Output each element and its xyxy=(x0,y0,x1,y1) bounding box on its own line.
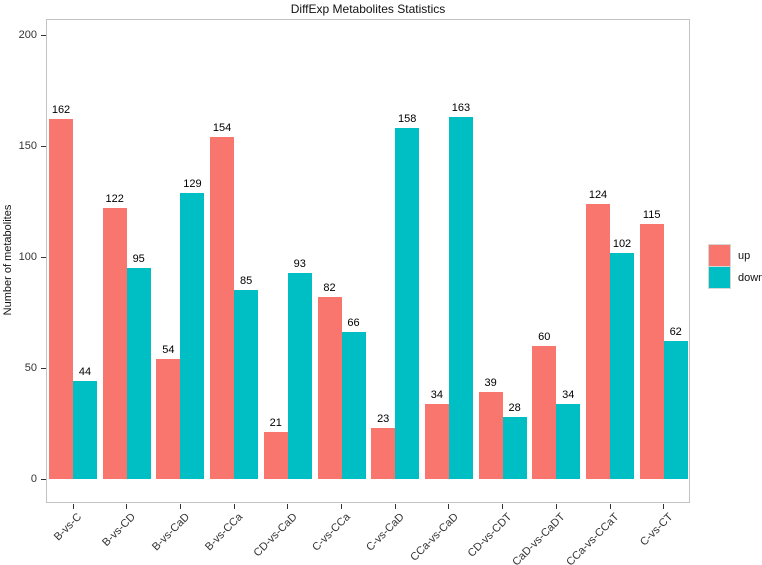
x-tick-label: C-vs-CCa xyxy=(310,511,353,554)
bar-down-B-vs-CD xyxy=(126,268,151,479)
y-tick-mark xyxy=(41,34,46,36)
x-tick-mark xyxy=(287,504,289,509)
bar-value-label: 158 xyxy=(398,113,417,126)
bar-value-label: 95 xyxy=(132,253,145,266)
y-axis-title: Number of metabolites xyxy=(2,204,14,316)
bar-up-CCa-vs-CCaT xyxy=(586,203,610,479)
bar-up-CD-vs-CaD xyxy=(263,432,288,479)
x-tick-mark xyxy=(341,504,342,509)
bar-down-C-vs-CaD xyxy=(395,128,420,479)
bar-value-label: 34 xyxy=(430,388,444,401)
x-tick-mark xyxy=(663,504,665,509)
x-tick-label: CCa-vs-CCaT xyxy=(564,511,622,565)
bar-value-label: 124 xyxy=(588,188,608,201)
bar-up-B-vs-C xyxy=(49,119,73,479)
bar-up-B-vs-CCa xyxy=(210,137,235,479)
bar-down-CCa-vs-CCaT xyxy=(610,252,634,479)
bar-up-CCa-vs-CaD xyxy=(424,403,449,479)
bar-value-label: 54 xyxy=(162,344,175,357)
legend-label-up: up xyxy=(738,249,751,262)
bar-value-label: 93 xyxy=(293,257,306,270)
y-tick-mark xyxy=(41,367,46,369)
bar-up-B-vs-CaD xyxy=(156,359,181,479)
x-tick-label: B-vs-C xyxy=(52,511,85,544)
x-tick-mark xyxy=(609,504,611,509)
bar-down-CD-vs-CaD xyxy=(287,272,312,479)
y-tick-mark xyxy=(41,478,46,480)
bar-up-C-vs-CCa xyxy=(317,296,342,479)
x-tick-label: B-vs-CD xyxy=(100,511,139,549)
x-tick-label: B-vs-CaD xyxy=(149,511,192,554)
y-tick-label: 50 xyxy=(24,362,37,374)
y-tick-mark xyxy=(41,256,46,258)
x-tick-label: C-vs-CaD xyxy=(364,511,407,554)
plot-panel xyxy=(46,19,690,503)
bar-down-CaD-vs-CaDT xyxy=(556,403,581,479)
x-tick-label: CD-vs-CaD xyxy=(251,511,300,560)
legend-key-down xyxy=(708,266,731,289)
y-tick-label: 100 xyxy=(18,251,37,263)
bar-value-label: 62 xyxy=(669,326,682,339)
x-tick-mark xyxy=(448,504,450,509)
bar-up-C-vs-CaD xyxy=(371,427,396,479)
chart-title: DiffExp Metabolites Statistics xyxy=(290,2,446,16)
legend: up down xyxy=(708,244,762,289)
x-tick-mark xyxy=(555,504,557,509)
x-tick-mark xyxy=(233,504,235,509)
bar-value-label: 82 xyxy=(323,281,336,294)
bar-value-label: 115 xyxy=(642,208,661,221)
legend-entry-down: down xyxy=(708,266,762,289)
y-tick-label: 150 xyxy=(18,140,37,152)
x-tick-label: CCa-vs-CaD xyxy=(407,511,461,564)
x-tick-mark xyxy=(179,504,181,509)
bar-value-label: 102 xyxy=(612,237,632,250)
bar-value-label: 39 xyxy=(484,377,497,390)
bar-value-label: 21 xyxy=(269,417,282,430)
bar-down-B-vs-CaD xyxy=(180,192,205,479)
bar-up-CD-vs-CDT xyxy=(478,392,503,479)
bar-value-label: 66 xyxy=(347,317,360,330)
bar-up-CaD-vs-CaDT xyxy=(532,345,557,479)
y-tick-label: 0 xyxy=(30,473,37,485)
bar-down-C-vs-CT xyxy=(663,341,688,479)
bar-value-label: 85 xyxy=(239,275,253,288)
bar-up-B-vs-CD xyxy=(102,208,127,479)
bar-value-label: 34 xyxy=(562,388,575,401)
x-tick-mark xyxy=(72,504,74,509)
bar-value-label: 129 xyxy=(183,177,202,190)
x-tick-label: CD-vs-CDT xyxy=(465,511,515,560)
legend-entry-up: up xyxy=(708,244,762,267)
x-tick-mark xyxy=(126,504,128,509)
legend-label-down: down xyxy=(738,271,762,284)
x-tick-label: CaD-vs-CaDT xyxy=(510,511,568,565)
legend-key-up xyxy=(708,244,731,267)
x-tick-mark xyxy=(394,504,396,509)
y-tick-mark xyxy=(41,145,46,147)
bar-value-label: 44 xyxy=(78,366,92,379)
y-tick-label: 200 xyxy=(18,29,37,41)
bar-down-B-vs-C xyxy=(73,381,97,479)
bar-down-C-vs-CCa xyxy=(341,332,366,479)
bar-down-B-vs-CCa xyxy=(234,290,259,479)
bar-value-label: 163 xyxy=(451,102,471,115)
bar-value-label: 23 xyxy=(377,412,390,425)
x-tick-label: B-vs-CCa xyxy=(203,511,246,554)
bar-value-label: 28 xyxy=(508,401,521,414)
bar-value-label: 154 xyxy=(212,122,232,135)
bar-value-label: 122 xyxy=(105,193,124,206)
bar-down-CCa-vs-CaD xyxy=(448,117,473,479)
x-tick-mark xyxy=(502,504,504,509)
x-tick-label: C-vs-CT xyxy=(637,511,676,549)
bar-value-label: 60 xyxy=(538,330,551,343)
bar-value-label: 162 xyxy=(51,104,71,117)
bar-down-CD-vs-CDT xyxy=(502,416,527,479)
bar-up-C-vs-CT xyxy=(639,223,664,479)
